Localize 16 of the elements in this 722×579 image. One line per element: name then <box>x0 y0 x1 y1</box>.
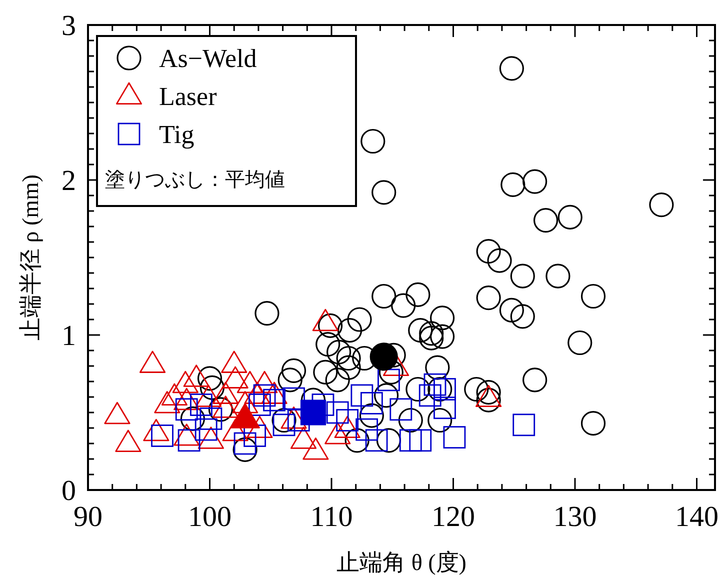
y-tick-label: 0 <box>62 475 76 507</box>
legend-title: 塗りつぶし：平均値 <box>105 169 285 191</box>
x-tick-label: 140 <box>674 501 718 533</box>
x-tick-label: 120 <box>431 501 475 533</box>
x-tick-label: 130 <box>553 501 597 533</box>
x-tick-label: 90 <box>74 501 102 533</box>
x-tick-label: 110 <box>310 501 353 533</box>
y-axis-title: 止端半径 ρ (mm) <box>18 174 43 341</box>
y-tick-label: 3 <box>62 10 76 42</box>
y-tick-label: 1 <box>62 320 76 352</box>
x-tick-label: 100 <box>188 501 232 533</box>
legend-label: As−Weld <box>159 44 257 73</box>
x-axis-title: 止端角 θ (度) <box>336 550 466 575</box>
legend-label: Laser <box>159 82 218 111</box>
y-tick-label: 2 <box>62 165 76 197</box>
legend-label: Tig <box>159 120 194 149</box>
